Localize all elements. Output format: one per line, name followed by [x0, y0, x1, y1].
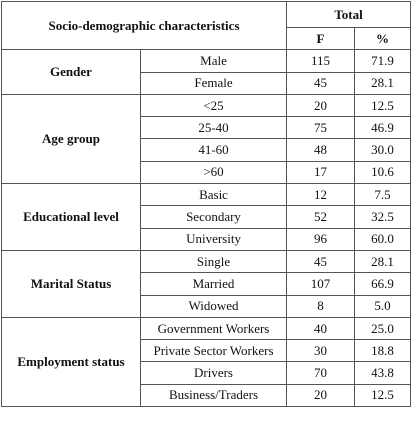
count: 20 — [286, 383, 356, 408]
row-label: Business/Traders — [139, 383, 288, 408]
group-label: Employment status — [1, 316, 141, 408]
count: 75 — [286, 116, 356, 140]
count: 107 — [286, 272, 356, 296]
header-total: Total — [286, 1, 411, 28]
row-label: Widowed — [139, 294, 288, 318]
percent: 66.9 — [354, 272, 411, 296]
percent: 12.5 — [354, 383, 411, 408]
count: 70 — [286, 361, 356, 385]
count: 17 — [286, 160, 356, 185]
percent: 25.0 — [354, 316, 411, 341]
row-label: Single — [139, 249, 288, 274]
group-label: Marital Status — [1, 249, 141, 318]
table-row: Widowed 8 5.0 — [2, 294, 411, 318]
table-row: Employment status Government Workers 40 25.… — [1, 316, 411, 408]
table-body: Gender Male 115 71.9 Female 45 28.1 Age group <2… — [1, 49, 411, 408]
percent: 32.5 — [354, 205, 411, 229]
table-row: Age group <25 20 12.5 — [1, 93, 411, 185]
group-label: Gender — [1, 49, 141, 95]
header-title: Socio-demographic characteristics — [0, 0, 288, 51]
table-row: >60 17 10.6 — [2, 160, 411, 185]
percent: 10.6 — [354, 160, 411, 185]
row-label: >60 — [139, 160, 288, 185]
table-row: Secondary 52 32.5 — [2, 205, 411, 229]
count: 52 — [286, 205, 356, 229]
table-row: Marital Status Single 45 28.1 — [1, 249, 411, 318]
percent: 28.1 — [354, 71, 411, 95]
percent: 7.5 — [354, 183, 411, 207]
row-label: Drivers — [139, 361, 288, 385]
row-label: Male — [139, 49, 288, 73]
group-label: Age group — [1, 93, 141, 185]
table-row: Educational level Basic 12 7.5 — [1, 183, 411, 251]
percent: 30.0 — [354, 138, 411, 162]
percent: 5.0 — [354, 294, 411, 318]
row-label: 41-60 — [139, 138, 288, 162]
percent: 60.0 — [354, 227, 411, 251]
table-row: Drivers 70 43.8 — [2, 361, 411, 385]
row-label: Married — [139, 272, 288, 296]
count: 96 — [286, 227, 356, 251]
count: 40 — [286, 316, 356, 341]
count: 115 — [286, 49, 356, 73]
row-label: Private Sector Workers — [139, 339, 288, 363]
header-pct: % — [354, 26, 411, 51]
percent: 43.8 — [354, 361, 411, 385]
row-label: <25 — [139, 93, 288, 118]
table-row: Business/Traders 20 12.5 — [2, 383, 411, 408]
percent: 46.9 — [354, 116, 411, 140]
header-f: F — [286, 26, 356, 51]
percent: 28.1 — [354, 249, 411, 274]
row-label: 25-40 — [139, 116, 288, 140]
count: 8 — [286, 294, 356, 318]
row-label: Secondary — [139, 205, 288, 229]
row-label: University — [139, 227, 288, 251]
count: 12 — [286, 183, 356, 207]
percent: 12.5 — [354, 93, 411, 118]
row-label: Government Workers — [139, 316, 288, 341]
table-row: Married 107 66.9 — [2, 272, 411, 296]
percent: 18.8 — [354, 339, 411, 363]
table-row: Private Sector Workers 30 18.8 — [2, 339, 411, 363]
count: 20 — [286, 93, 356, 118]
table-row: University 96 60.0 — [2, 227, 411, 251]
table-row: 25-40 75 46.9 — [2, 116, 411, 140]
count: 45 — [286, 71, 356, 95]
percent: 71.9 — [354, 49, 411, 73]
table-row: Gender Male 115 71.9 — [1, 49, 411, 95]
row-label: Female — [139, 71, 288, 95]
group-label: Educational level — [1, 183, 141, 251]
count: 45 — [286, 249, 356, 274]
data-table: Socio-demographic characteristics Total … — [0, 0, 411, 408]
row-label: Basic — [139, 183, 288, 207]
count: 30 — [286, 339, 356, 363]
count: 48 — [286, 138, 356, 162]
